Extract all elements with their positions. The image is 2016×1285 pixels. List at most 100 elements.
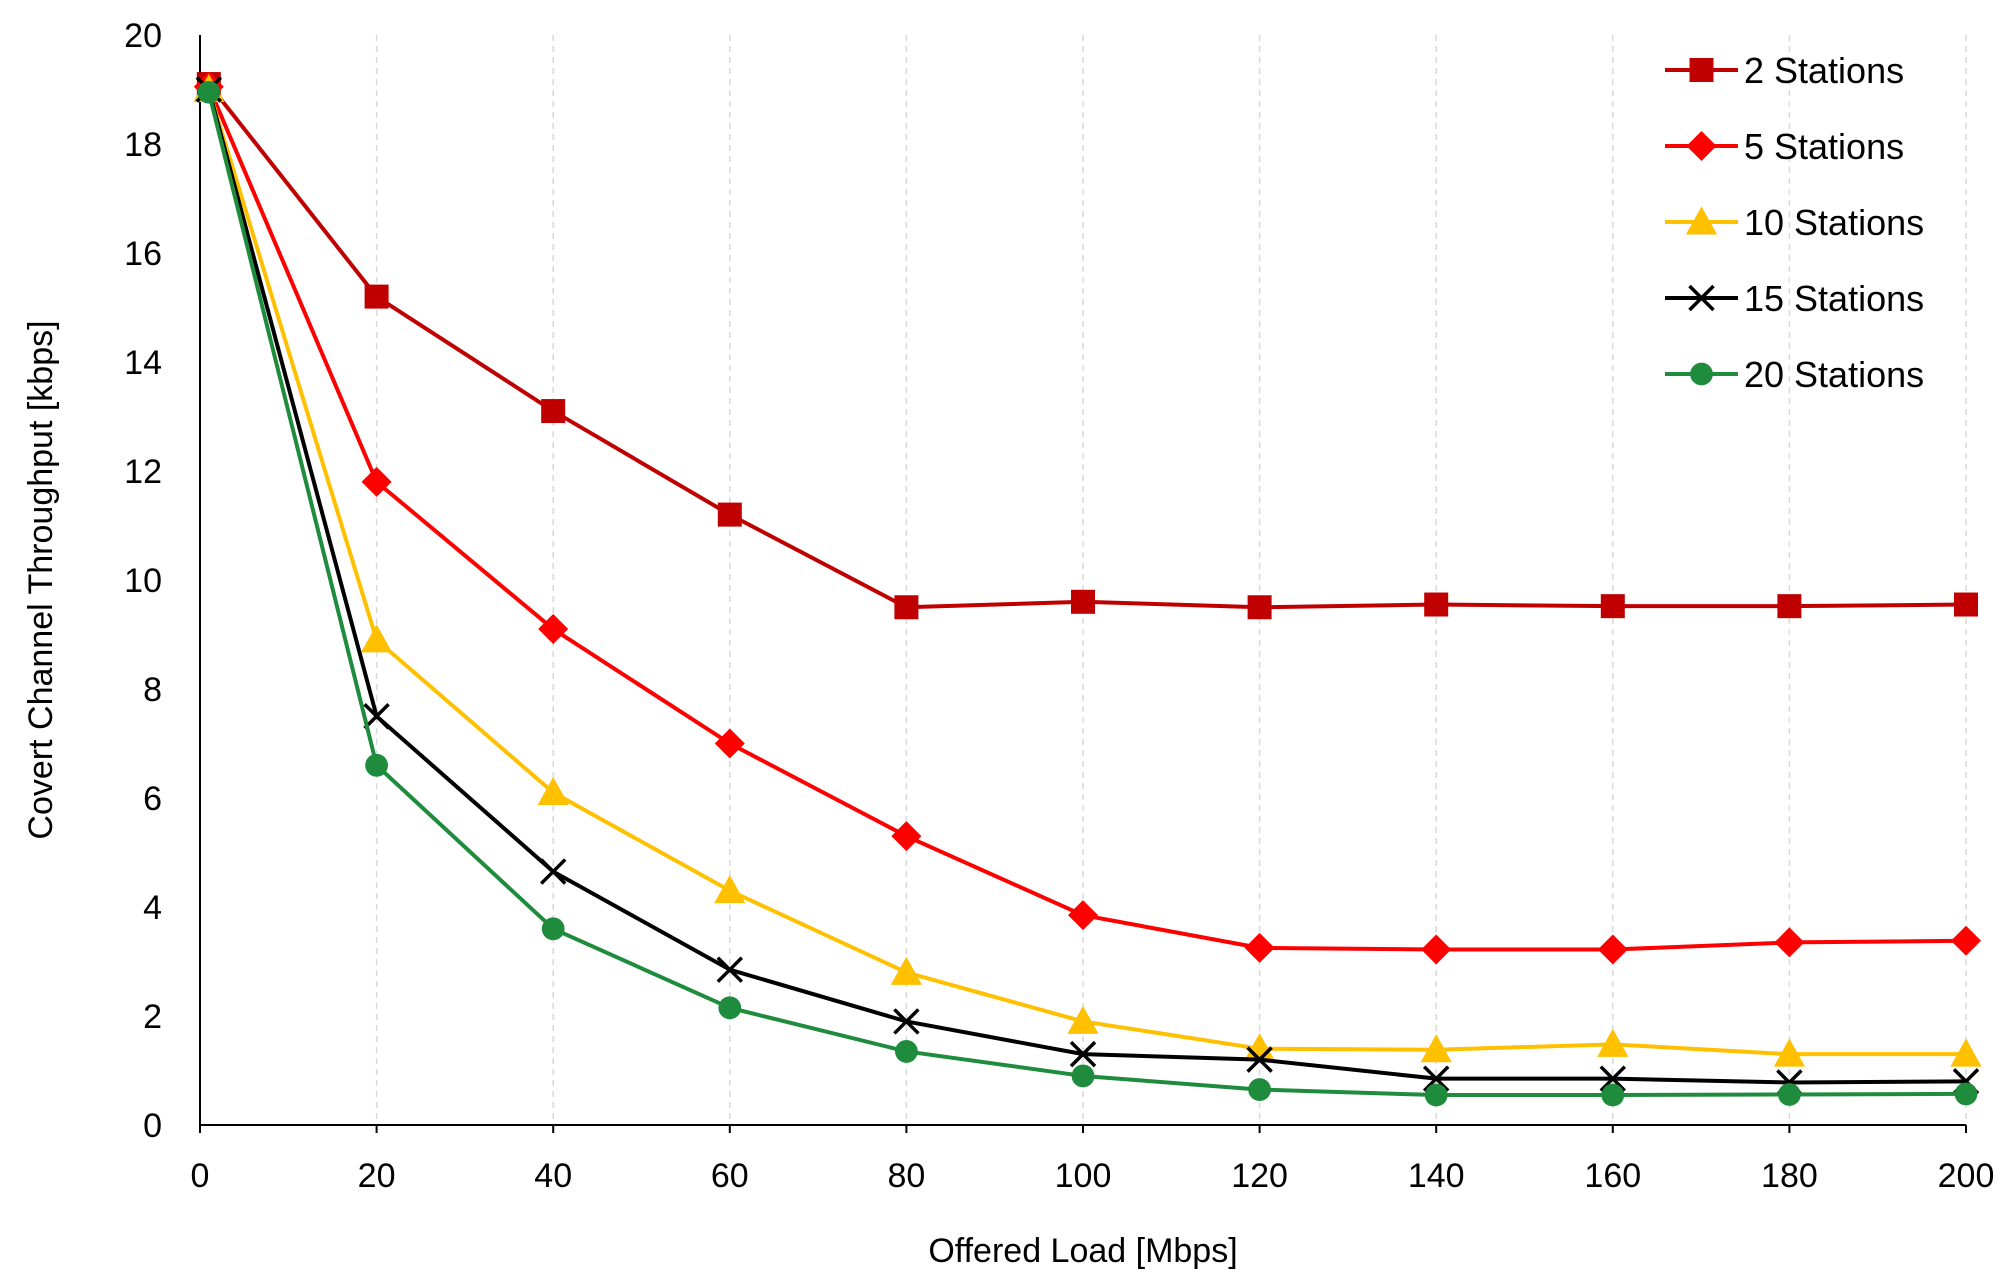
data-point xyxy=(718,996,742,1020)
data-point xyxy=(1420,1034,1452,1063)
legend-item: 10 Stations xyxy=(1665,202,1924,243)
data-point xyxy=(1600,594,1625,619)
legend-marker xyxy=(1688,284,1715,312)
data-point xyxy=(1954,592,1978,617)
y-tick-label: 4 xyxy=(143,889,162,927)
series-10-stations xyxy=(193,73,1982,1067)
data-point xyxy=(1773,1038,1805,1067)
series-2-stations xyxy=(196,72,1978,620)
data-point xyxy=(1774,927,1805,958)
data-point xyxy=(541,399,566,424)
data-point xyxy=(1954,1082,1978,1106)
x-tick-label: 0 xyxy=(191,1157,210,1195)
data-point xyxy=(716,956,744,983)
legend-marker xyxy=(1689,58,1714,82)
y-tick-label: 18 xyxy=(124,126,162,164)
legend-label: 5 Stations xyxy=(1744,126,1904,167)
legend: 2 Stations 5 Stations 10 Stations 15 Statio… xyxy=(1665,50,1924,395)
data-point xyxy=(537,776,569,806)
series-5-stations xyxy=(193,71,1981,965)
y-tick-label: 14 xyxy=(124,344,162,382)
data-point xyxy=(1424,1083,1448,1107)
data-point xyxy=(895,1040,918,1063)
legend-marker xyxy=(1686,131,1717,161)
data-point xyxy=(894,595,919,620)
x-axis-title: Offered Load [Mbps] xyxy=(928,1232,1237,1270)
data-point xyxy=(197,80,221,104)
x-tick-label: 180 xyxy=(1761,1157,1818,1195)
data-point xyxy=(890,956,922,985)
x-tick-label: 160 xyxy=(1584,1157,1641,1195)
legend-marker xyxy=(1685,206,1718,235)
legend-label: 2 Stations xyxy=(1744,50,1904,91)
data-point xyxy=(1244,932,1275,963)
x-tick-label: 200 xyxy=(1938,1157,1995,1195)
y-tick-label: 20 xyxy=(124,17,162,55)
legend-item: 20 Stations xyxy=(1665,354,1924,395)
data-point xyxy=(538,614,569,645)
data-point xyxy=(1777,594,1802,619)
data-point xyxy=(361,466,392,497)
data-point xyxy=(1246,1046,1273,1073)
data-point xyxy=(1424,592,1449,617)
x-tick-label: 60 xyxy=(711,1157,749,1195)
legend-label: 10 Stations xyxy=(1744,202,1924,243)
data-point xyxy=(1248,1078,1271,1101)
x-tick-label: 140 xyxy=(1408,1157,1465,1195)
data-point xyxy=(1951,925,1981,956)
data-point xyxy=(717,502,742,527)
data-point xyxy=(1601,1083,1625,1107)
data-point xyxy=(1069,1040,1097,1068)
legend-item: 2 Stations xyxy=(1665,50,1904,91)
data-point xyxy=(1247,595,1272,620)
x-tick-label: 100 xyxy=(1055,1157,1112,1195)
grid xyxy=(375,35,1967,1125)
data-point xyxy=(1422,1065,1450,1092)
legend-item: 15 Stations xyxy=(1665,278,1924,319)
data-point xyxy=(1597,934,1628,965)
series-line xyxy=(206,88,1967,1085)
data-point xyxy=(714,728,745,759)
y-tick-label: 16 xyxy=(124,235,162,273)
data-point xyxy=(893,1008,920,1035)
data-point xyxy=(363,703,390,730)
legend-item: 5 Stations xyxy=(1665,126,1904,167)
data-point xyxy=(539,858,567,885)
data-point xyxy=(364,284,389,309)
legend-label: 15 Stations xyxy=(1744,278,1924,319)
y-tick-label: 0 xyxy=(143,1107,162,1145)
series-20-stations xyxy=(197,80,1978,1107)
y-axis-title: Covert Channel Throughput [kbps] xyxy=(22,320,60,839)
data-point xyxy=(1421,934,1452,965)
y-tick-label: 12 xyxy=(124,453,162,491)
data-point xyxy=(541,917,565,941)
x-tick-label: 80 xyxy=(887,1157,925,1195)
series-group xyxy=(193,71,1982,1107)
data-point xyxy=(1068,900,1098,931)
data-point xyxy=(1950,1038,1982,1067)
y-tick-label: 10 xyxy=(124,562,162,600)
data-point xyxy=(365,753,388,777)
x-tick-label: 20 xyxy=(358,1157,396,1195)
x-tick-label: 40 xyxy=(534,1157,572,1195)
series-15-stations xyxy=(195,76,1980,1096)
data-point xyxy=(1599,1065,1627,1092)
data-point xyxy=(714,875,746,904)
y-tick-label: 8 xyxy=(143,671,162,709)
data-point xyxy=(1071,1064,1095,1088)
legend-label: 20 Stations xyxy=(1744,354,1924,395)
axes xyxy=(199,35,1967,1133)
y-tick-label: 2 xyxy=(143,998,162,1036)
data-point xyxy=(891,821,922,852)
data-point xyxy=(1067,1005,1099,1034)
data-point xyxy=(1597,1028,1629,1057)
x-tick-label: 120 xyxy=(1231,1157,1288,1195)
data-point xyxy=(1778,1083,1801,1106)
tick-labels: 0 20 40 60 80 100 120 140 160 180 200 0 2 4 6 8 10 12 14 16… xyxy=(124,17,1994,1195)
y-tick-label: 6 xyxy=(143,780,162,818)
legend-marker xyxy=(1690,362,1713,386)
series-line xyxy=(207,82,1967,610)
data-point xyxy=(1071,589,1095,614)
data-point xyxy=(361,624,393,653)
